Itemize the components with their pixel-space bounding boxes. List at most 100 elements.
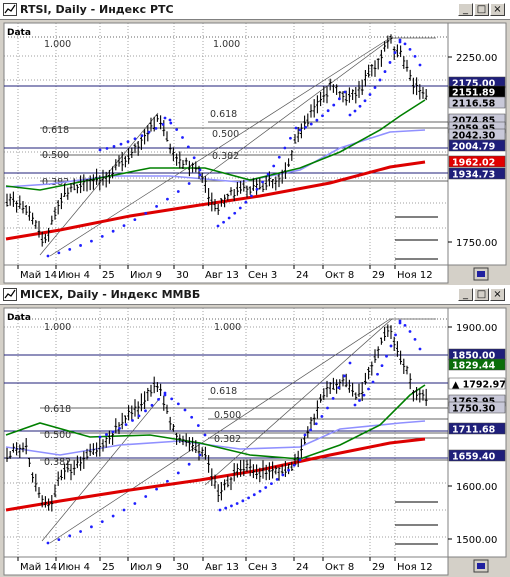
date-label: 25 xyxy=(102,270,115,281)
moving-average-fast xyxy=(5,384,426,460)
parabolic-sar-dot xyxy=(190,415,194,419)
chart-window-icon xyxy=(3,288,17,301)
maximize-button[interactable]: □ xyxy=(474,3,489,16)
parabolic-sar-dot xyxy=(157,397,160,401)
parabolic-sar-dot xyxy=(105,433,108,436)
minimize-button[interactable]: _ xyxy=(458,288,473,301)
trend-line xyxy=(204,318,393,486)
parabolic-sar-dot xyxy=(376,372,379,376)
parabolic-sar-dot xyxy=(326,406,329,410)
parabolic-sar-dot xyxy=(403,42,407,46)
parabolic-sar-dot xyxy=(353,403,357,407)
date-label: Июл 9 xyxy=(130,562,162,573)
parabolic-sar-dot xyxy=(283,146,287,150)
parabolic-sar-dot xyxy=(233,211,237,215)
minimize-button[interactable]: _ xyxy=(458,3,473,16)
parabolic-sar-dot xyxy=(154,127,158,130)
price-tag-label: 1829.44 xyxy=(452,361,496,372)
parabolic-sar-dot xyxy=(137,414,141,418)
date-axis xyxy=(3,556,449,576)
fibonacci-level-label: 0.618 xyxy=(210,109,237,120)
price-tag-label: 2116.58 xyxy=(452,99,496,110)
parabolic-sar-dot xyxy=(227,216,231,220)
parabolic-sar-dot xyxy=(383,70,387,73)
maximize-button[interactable]: □ xyxy=(474,288,489,301)
parabolic-sar-dot xyxy=(98,435,102,439)
parabolic-sar-dot xyxy=(289,136,292,140)
parabolic-sar-dot xyxy=(331,397,335,400)
parabolic-sar-dot xyxy=(133,218,137,222)
parabolic-sar-dot xyxy=(224,506,228,510)
date-label: 29 xyxy=(372,270,385,281)
parabolic-sar-dot xyxy=(385,354,388,358)
price-tag xyxy=(448,422,506,435)
parabolic-sar-dot xyxy=(348,113,352,117)
parabolic-sar-dot xyxy=(150,403,154,407)
parabolic-sar-dot xyxy=(398,319,402,323)
parabolic-sar-dot xyxy=(337,386,341,390)
parabolic-sar-dot xyxy=(181,136,184,139)
parabolic-sar-dot xyxy=(133,502,137,505)
price-tag-label: ▲ 1792.97 xyxy=(452,380,506,391)
parabolic-sar-dot xyxy=(163,391,167,395)
parabolic-sar-dot xyxy=(264,486,268,489)
date-label: 25 xyxy=(102,562,115,573)
fibonacci-level-label: 1.000 xyxy=(44,322,71,333)
fibonacci-level-label: 1.000 xyxy=(213,39,240,50)
plot-area xyxy=(3,307,449,558)
chart-window-icon xyxy=(3,3,17,16)
parabolic-sar-dot xyxy=(111,229,115,233)
rtsi-title-bar[interactable]: RTSI, Daily - Индекс РТС _ □ × xyxy=(0,0,510,20)
trend-line xyxy=(49,318,391,544)
parabolic-sar-dot xyxy=(343,90,347,94)
parabolic-sar-dot xyxy=(57,251,61,255)
parabolic-sar-dot xyxy=(124,423,128,427)
parabolic-sar-dot xyxy=(380,364,384,368)
price-tag-label: 2151.89 xyxy=(452,88,495,99)
price-tag xyxy=(448,167,506,180)
parabolic-sar-dot xyxy=(398,321,402,325)
parabolic-sar-dot xyxy=(371,380,375,384)
parabolic-sar-dot xyxy=(413,337,417,341)
parabolic-sar-dot xyxy=(418,63,422,67)
trend-line xyxy=(199,37,393,181)
parabolic-sar-dot xyxy=(222,220,225,224)
price-tag-label: 1711.68 xyxy=(452,425,496,436)
parabolic-sar-dot xyxy=(337,97,341,101)
parabolic-sar-dot xyxy=(144,495,148,498)
price-tag-label: 2042.30 xyxy=(452,131,496,142)
date-label: 29 xyxy=(372,562,385,573)
parabolic-sar-dot xyxy=(408,330,412,333)
micex-title-bar[interactable]: MICEX, Daily - Индекс ММВБ _ □ × xyxy=(0,285,510,305)
parabolic-sar-dot xyxy=(326,109,330,113)
price-tick-label: 2250.00 xyxy=(456,53,497,64)
parabolic-sar-dot xyxy=(309,428,313,432)
parabolic-sar-dot xyxy=(294,126,298,130)
date-label: Сен 3 xyxy=(248,562,277,573)
parabolic-sar-dot xyxy=(163,116,167,120)
parabolic-sar-dot xyxy=(175,128,179,131)
micex-price-chart[interactable]: Data 1.000 1.000 0.618 0.618 0.500 0.500 0.382 0… xyxy=(0,305,510,577)
close-button[interactable]: × xyxy=(490,3,505,16)
price-tag-label: 1962.02 xyxy=(452,158,495,169)
scroll-right-icon-glyph xyxy=(477,271,485,277)
parabolic-sar-dot xyxy=(144,211,148,215)
price-tag xyxy=(448,377,506,390)
fibonacci-level-label: 0.382 xyxy=(212,151,239,162)
date-axis xyxy=(3,264,449,284)
parabolic-sar-dot xyxy=(309,122,313,126)
fibonacci-level-label: 0.500 xyxy=(44,430,71,441)
fibonacci-level-label: 0.382 xyxy=(44,457,71,468)
parabolic-sar-dot xyxy=(100,234,104,238)
parabolic-sar-dot xyxy=(133,137,137,141)
micex-window-title: MICEX, Daily - Индекс ММВБ xyxy=(20,288,201,301)
parabolic-sar-dot xyxy=(126,140,130,143)
parabolic-sar-dot xyxy=(270,482,273,485)
scroll-right-icon-glyph xyxy=(477,563,485,569)
moving-average-slow xyxy=(5,160,426,241)
parabolic-sar-dot xyxy=(413,55,417,58)
price-tag-label: 1934.73 xyxy=(452,170,495,181)
price-tag-label: 1850.00 xyxy=(452,351,496,362)
close-button[interactable]: × xyxy=(490,288,505,301)
